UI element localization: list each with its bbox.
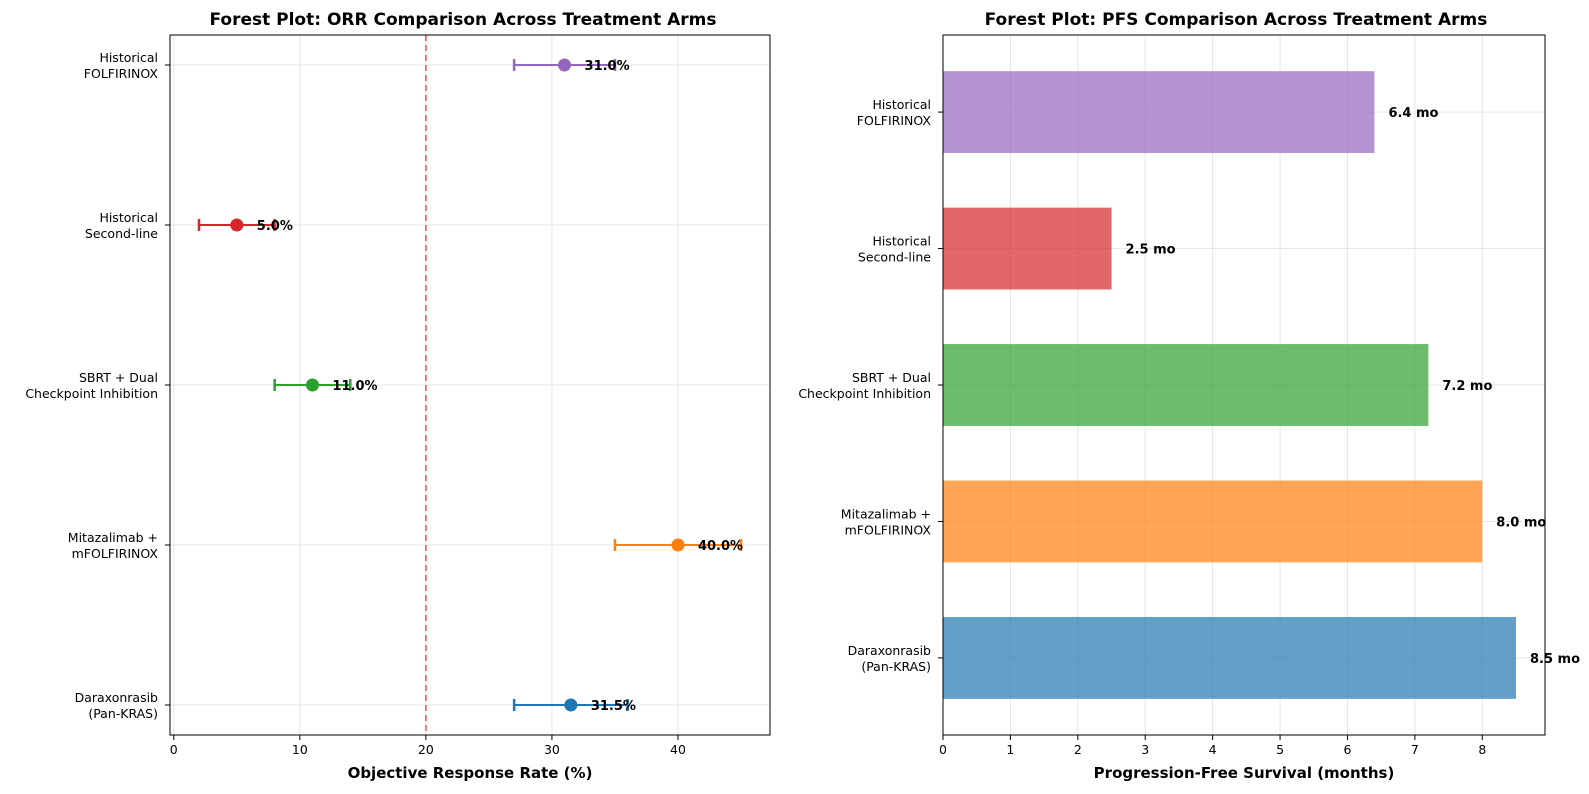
pfs-y-tick-label: FOLFIRINOX	[857, 113, 932, 128]
orr-x-tick-label: 30	[544, 742, 560, 757]
pfs-x-tick-label: 3	[1141, 742, 1149, 757]
orr-point	[230, 218, 244, 232]
pfs-data-label: 2.5 mo	[1126, 243, 1176, 258]
pfs-y-tick-label: Historical	[872, 234, 931, 249]
pfs-x-tick-label: 0	[939, 742, 947, 757]
orr-data-label: 5.0%	[257, 219, 293, 234]
pfs-x-tick-label: 4	[1209, 742, 1217, 757]
orr-y-tick-label: Daraxonrasib	[75, 690, 158, 705]
pfs-x-tick-label: 1	[1006, 742, 1014, 757]
orr-point	[558, 58, 572, 72]
orr-point	[305, 378, 319, 392]
orr-data-label: 11.0%	[332, 379, 377, 394]
orr-x-tick-label: 20	[418, 742, 434, 757]
pfs-x-axis-label: Progression-Free Survival (months)	[1094, 764, 1395, 782]
pfs-x-tick-label: 2	[1074, 742, 1082, 757]
orr-point-group: 31.0%	[512, 58, 630, 74]
orr-plot-frame	[169, 34, 771, 736]
pfs-bar	[943, 616, 1517, 699]
pfs-y-tick-label: Checkpoint Inhibition	[798, 386, 931, 401]
pfs-bar	[943, 207, 1112, 290]
pfs-plot-frame	[942, 34, 1546, 736]
pfs-data-label: 6.4 mo	[1388, 106, 1438, 121]
pfs-data-label: 8.0 mo	[1496, 515, 1546, 530]
orr-y-tick-label: Mitazalimab +	[68, 530, 158, 545]
pfs-data-label: 8.5 mo	[1530, 652, 1580, 667]
pfs-data-label: 7.2 mo	[1442, 379, 1492, 394]
orr-point	[671, 538, 685, 552]
orr-data-label: 31.5%	[591, 699, 636, 714]
pfs-chart-title: Forest Plot: PFS Comparison Across Treat…	[985, 10, 1488, 30]
pfs-y-tick-label: Historical	[872, 97, 931, 112]
orr-data-label: 31.0%	[585, 59, 630, 74]
pfs-y-tick-label: SBRT + Dual	[852, 370, 931, 385]
orr-point	[564, 698, 578, 712]
pfs-x-tick-label: 7	[1411, 742, 1419, 757]
orr-y-tick-label: Historical	[99, 50, 158, 65]
orr-chart-title: Forest Plot: ORR Comparison Across Treat…	[209, 10, 716, 30]
orr-y-tick-label: FOLFIRINOX	[84, 66, 159, 81]
pfs-y-tick-label: (Pan-KRAS)	[861, 659, 931, 674]
orr-y-tick-label: Second-line	[85, 226, 158, 241]
orr-point-group: 31.5%	[512, 698, 636, 714]
orr-x-tick-label: 40	[670, 742, 686, 757]
orr-forest-plot: Forest Plot: ORR Comparison Across Treat…	[25, 10, 771, 782]
orr-data-label: 40.0%	[698, 539, 743, 554]
pfs-bar-chart: Forest Plot: PFS Comparison Across Treat…	[798, 10, 1580, 782]
pfs-y-tick-label: Daraxonrasib	[848, 643, 931, 658]
orr-y-tick-label: SBRT + Dual	[79, 370, 158, 385]
pfs-y-tick-label: Mitazalimab +	[841, 506, 931, 521]
pfs-bar	[943, 480, 1483, 563]
pfs-x-tick-label: 8	[1478, 742, 1486, 757]
orr-point-group: 11.0%	[273, 378, 378, 394]
orr-y-tick-label: mFOLFIRINOX	[72, 546, 159, 561]
pfs-y-tick-label: mFOLFIRINOX	[845, 522, 932, 537]
orr-x-tick-label: 10	[292, 742, 308, 757]
pfs-x-tick-label: 6	[1344, 742, 1352, 757]
pfs-bar	[943, 344, 1429, 426]
pfs-x-tick-label: 5	[1276, 742, 1284, 757]
orr-y-tick-label: Historical	[99, 210, 158, 225]
pfs-bar	[943, 71, 1375, 154]
orr-x-axis-label: Objective Response Rate (%)	[348, 764, 593, 782]
orr-x-tick-label: 0	[170, 742, 178, 757]
orr-y-tick-label: (Pan-KRAS)	[88, 706, 158, 721]
orr-point-group: 5.0%	[197, 218, 293, 234]
orr-point-group: 40.0%	[613, 538, 743, 554]
orr-y-tick-label: Checkpoint Inhibition	[25, 386, 158, 401]
pfs-y-tick-label: Second-line	[858, 250, 931, 265]
